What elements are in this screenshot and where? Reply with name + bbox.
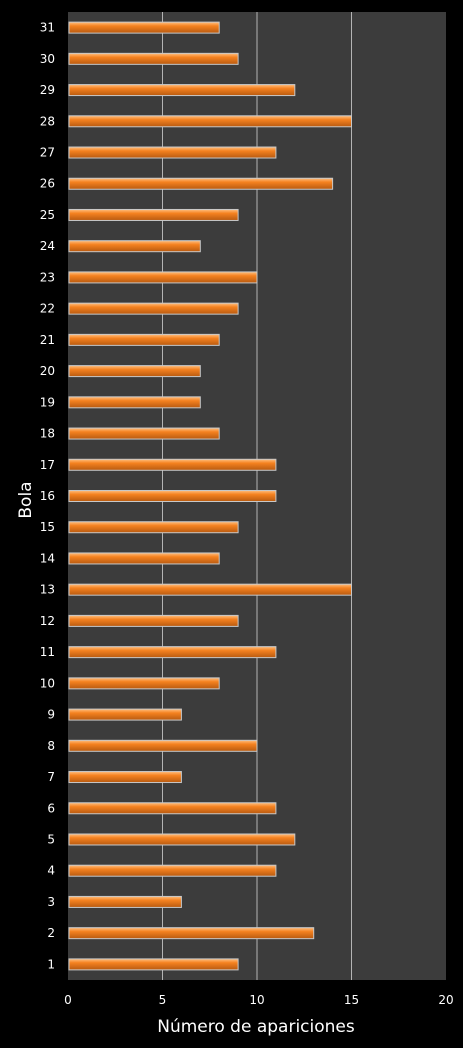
bar [68,646,277,659]
y-tick-label: 27 [40,146,55,160]
y-tick-label: 7 [47,770,55,784]
x-tick-label: 5 [159,993,167,1007]
bar [68,208,239,221]
y-tick-label: 14 [40,551,55,565]
y-tick-label: 10 [40,676,55,690]
y-tick-label: 12 [40,614,55,628]
bar [68,177,334,190]
bar [68,927,315,940]
y-tick-label: 29 [40,83,55,97]
y-tick-label: 6 [47,801,55,815]
y-tick-label: 18 [40,427,55,441]
bar [68,552,220,565]
bar [68,240,201,253]
y-tick-label: 21 [40,333,55,347]
y-axis-label: Bola [16,481,36,518]
bar [68,895,182,908]
bar [68,333,220,346]
y-tick-label: 15 [40,520,55,534]
bar [68,396,201,409]
y-tick-label: 9 [47,708,55,722]
x-tick-label: 15 [344,993,359,1007]
x-axis-tick-labels: 0 5 10 15 20 [64,993,453,1007]
y-tick-label: 16 [40,489,55,503]
y-tick-label: 26 [40,177,55,191]
y-tick-label: 20 [40,364,55,378]
bar [68,802,277,815]
y-tick-label: 5 [47,832,55,846]
bar [68,365,201,378]
y-tick-label: 11 [40,645,55,659]
bar [68,864,277,877]
bar [68,739,258,752]
bar [68,708,182,721]
x-axis-label: Número de apariciones [157,1017,355,1037]
y-tick-label: 2 [47,926,55,940]
y-tick-label: 30 [40,52,55,66]
x-tick-label: 10 [249,993,264,1007]
bars [68,21,352,971]
y-tick-label: 1 [47,957,55,971]
y-tick-label: 3 [47,895,55,909]
bar [68,52,239,65]
bar [68,614,239,627]
bar [68,521,239,534]
y-tick-label: 17 [40,458,55,472]
bar [68,583,352,596]
bar [68,427,220,440]
y-tick-label: 25 [40,208,55,222]
x-tick-label: 0 [64,993,72,1007]
y-tick-label: 22 [40,302,55,316]
x-tick-label: 20 [438,993,453,1007]
y-tick-label: 23 [40,270,55,284]
y-tick-label: 4 [47,864,55,878]
y-axis-tick-labels: 1234567891011121314151617181920212223242… [40,21,55,972]
y-tick-label: 28 [40,114,55,128]
bar [68,302,239,315]
bar [68,115,352,128]
y-tick-label: 19 [40,395,55,409]
bar [68,677,220,690]
bar [68,84,296,97]
bar [68,271,258,284]
bar [68,833,296,846]
y-tick-label: 31 [40,21,55,35]
bar [68,146,277,159]
y-tick-label: 24 [40,239,55,253]
bar [68,958,239,971]
bar [68,458,277,471]
bar [68,771,182,784]
y-tick-label: 13 [40,583,55,597]
bar [68,490,277,502]
bar [68,21,220,34]
y-tick-label: 8 [47,739,55,753]
